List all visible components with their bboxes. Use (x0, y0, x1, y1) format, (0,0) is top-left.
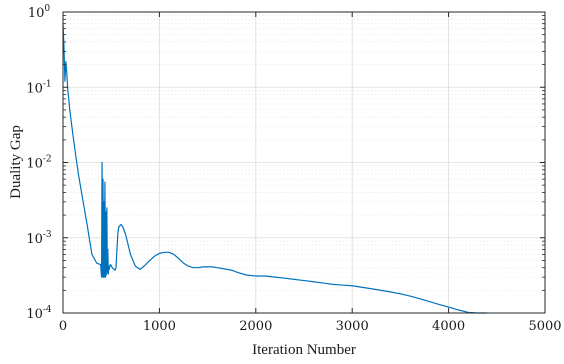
x-tick-label: 4000 (432, 319, 465, 334)
x-tick-label: 0 (59, 319, 67, 334)
y-axis-label: Duality Gap (8, 125, 24, 199)
y-tick-labels: 10-4 10-3 10-2 10-1 100 (26, 4, 52, 322)
x-tick-labels: 0 1000 2000 3000 4000 5000 (59, 319, 562, 334)
y-tick-label: 10-3 (26, 230, 52, 247)
y-tick-label: 100 (28, 4, 51, 21)
y-tick-label: 10-2 (26, 155, 51, 172)
x-tick-label: 3000 (336, 319, 369, 334)
y-tick-label: 10-4 (26, 305, 52, 322)
series-line (62, 23, 488, 314)
x-tick-label: 5000 (528, 319, 561, 334)
series-layer (62, 23, 488, 314)
tick-marks (62, 11, 546, 314)
x-axis-label: Iteration Number (252, 342, 356, 358)
x-tick-label: 2000 (239, 319, 272, 334)
x-tick-label: 1000 (143, 319, 176, 334)
y-tick-label: 10-1 (26, 79, 51, 96)
